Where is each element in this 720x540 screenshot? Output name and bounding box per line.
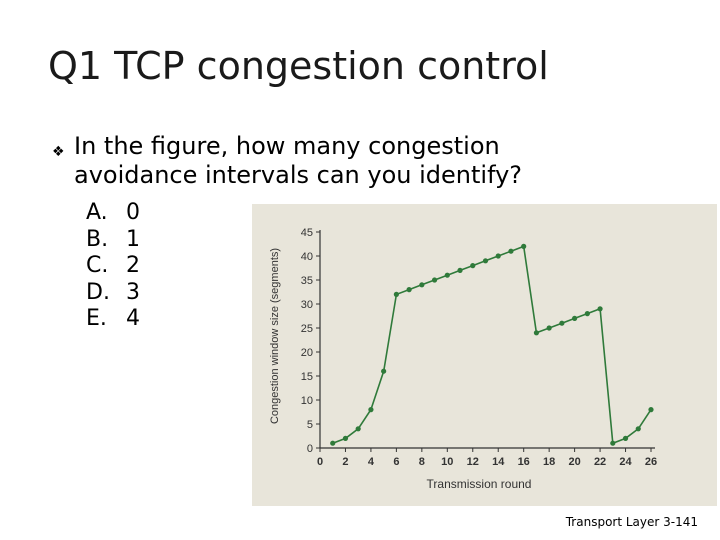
data-point bbox=[584, 311, 590, 317]
answer-letter: C. bbox=[86, 253, 109, 278]
y-tick-label: 45 bbox=[301, 227, 313, 239]
x-axis-label: Transmission round bbox=[427, 477, 532, 491]
y-tick-label: 20 bbox=[301, 347, 313, 359]
data-point bbox=[330, 440, 336, 446]
data-point bbox=[521, 243, 527, 249]
answer-letter: D. bbox=[86, 279, 110, 305]
x-tick-label: 0 bbox=[317, 456, 323, 468]
x-tick-label: 18 bbox=[543, 456, 555, 468]
y-tick-label: 35 bbox=[301, 275, 313, 287]
data-point bbox=[482, 258, 489, 264]
answer-letter: A. bbox=[86, 200, 108, 225]
x-tick-label: 26 bbox=[645, 456, 657, 468]
answer-option-e: E. 4 bbox=[86, 306, 140, 333]
data-point bbox=[444, 272, 450, 278]
answer-list: A. 0 B. 1 C. 2 D. 3 E. 4 bbox=[86, 200, 140, 333]
data-point bbox=[393, 291, 399, 297]
data-point bbox=[635, 426, 641, 432]
data-point bbox=[559, 320, 565, 326]
y-tick-label: 25 bbox=[301, 323, 313, 335]
y-tick-label: 30 bbox=[301, 299, 313, 311]
data-point bbox=[597, 306, 603, 312]
x-tick-label: 10 bbox=[441, 456, 453, 468]
slide-title: Q1 TCP congestion control bbox=[48, 44, 549, 88]
y-tick-label: 0 bbox=[307, 443, 313, 455]
x-tick-label: 12 bbox=[467, 456, 479, 468]
answer-option-b: B. 1 bbox=[86, 227, 140, 254]
slide-footer: Transport Layer 3-141 bbox=[565, 515, 698, 529]
x-tick-label: 14 bbox=[492, 456, 505, 468]
data-point bbox=[533, 330, 540, 336]
answer-letter: E. bbox=[86, 306, 107, 331]
data-point bbox=[470, 263, 476, 269]
question-bullet: ❖ In the figure, how many congestion avo… bbox=[52, 132, 572, 190]
y-tick-label: 10 bbox=[301, 395, 313, 407]
question-text: In the figure, how many congestion avoid… bbox=[74, 132, 523, 189]
diamond-bullet-icon: ❖ bbox=[52, 144, 65, 160]
data-point bbox=[419, 282, 425, 288]
x-tick-label: 8 bbox=[419, 456, 425, 468]
answer-value: 0 bbox=[126, 200, 140, 225]
x-tick-label: 6 bbox=[393, 456, 399, 468]
answer-option-d: D. 3 bbox=[86, 280, 140, 307]
y-tick-label: 15 bbox=[301, 371, 313, 383]
data-point bbox=[572, 315, 578, 321]
data-point bbox=[406, 287, 412, 293]
answer-letter: B. bbox=[86, 226, 109, 252]
x-tick-label: 20 bbox=[568, 456, 580, 468]
data-point bbox=[495, 253, 501, 259]
answer-value: 2 bbox=[126, 253, 140, 278]
x-tick-label: 24 bbox=[619, 456, 632, 468]
chart-photo: 0 5 10 15 20 25 30 35 40 45 0 2 4 6 8 10 12 14 16 18 20 22 24 2… bbox=[252, 204, 717, 506]
answer-value: 4 bbox=[126, 306, 140, 331]
data-point bbox=[508, 248, 514, 254]
y-axis-label: Congestion window size (segments) bbox=[269, 248, 281, 424]
data-point bbox=[622, 435, 629, 441]
data-point bbox=[546, 325, 552, 331]
x-tick-label: 4 bbox=[368, 456, 375, 468]
answer-value: 3 bbox=[126, 279, 140, 305]
data-point bbox=[342, 435, 349, 441]
answer-value: 1 bbox=[126, 226, 140, 252]
y-tick-label: 40 bbox=[301, 251, 313, 263]
x-tick-label: 22 bbox=[594, 456, 606, 468]
data-point bbox=[610, 440, 616, 446]
x-tick-label: 16 bbox=[518, 456, 530, 468]
x-tick-label: 2 bbox=[342, 456, 348, 468]
data-point bbox=[355, 426, 361, 432]
data-point bbox=[368, 407, 374, 413]
data-point bbox=[457, 267, 463, 273]
answer-option-a: A. 0 bbox=[86, 200, 140, 227]
data-point bbox=[431, 277, 438, 283]
y-tick-label: 5 bbox=[307, 419, 313, 431]
data-point bbox=[381, 368, 387, 374]
data-point bbox=[648, 407, 654, 413]
series-line bbox=[332, 245, 652, 445]
chart-series bbox=[330, 243, 654, 446]
answer-option-c: C. 2 bbox=[86, 253, 140, 280]
